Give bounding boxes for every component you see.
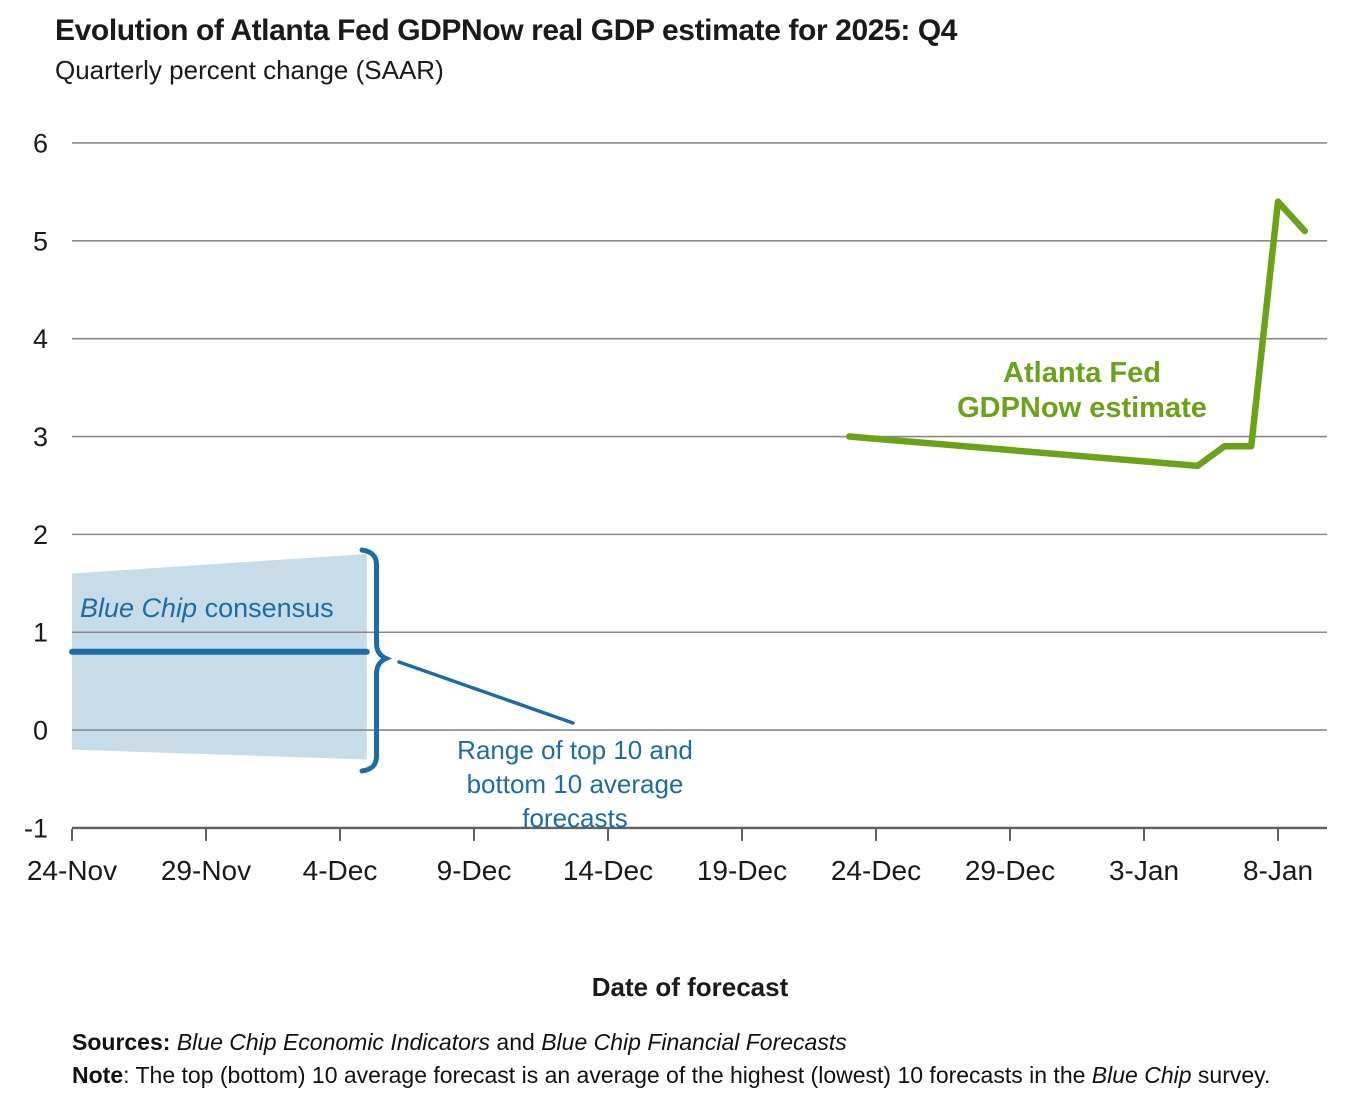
y-tick-label-1: 1 [33, 618, 48, 648]
note-italic: Blue Chip [1091, 1062, 1192, 1088]
y-tick-label-6: 6 [33, 128, 48, 158]
y-tick-label-4: 4 [33, 324, 48, 354]
note-line: Note: The top (bottom) 10 average foreca… [72, 1059, 1270, 1092]
x-tick-label-29-Nov: 29-Nov [161, 855, 251, 886]
source-1: Blue Chip Economic Indicators [170, 1029, 491, 1055]
sources-and: and [490, 1029, 542, 1055]
x-tick-label-3-Jan: 3-Jan [1109, 855, 1179, 886]
x-tick-label-8-Jan: 8-Jan [1243, 855, 1313, 886]
gdpnow-series-label-line2: GDPNow estimate [957, 392, 1207, 424]
x-tick-label-29-Dec: 29-Dec [965, 855, 1055, 886]
x-tick-label-14-Dec: 14-Dec [563, 855, 653, 886]
y-tick-label-3: 3 [33, 422, 48, 452]
sources-line: Sources: Blue Chip Economic Indicators a… [72, 1026, 1270, 1059]
x-tick-label-9-Dec: 9-Dec [437, 855, 512, 886]
source-2: Blue Chip Financial Forecasts [541, 1029, 847, 1055]
sources-label: Sources: [72, 1029, 171, 1055]
note-label: Note [72, 1062, 124, 1088]
range-band-label-line3: forecasts [522, 803, 628, 833]
y-tick-label-0: 0 [33, 716, 48, 746]
range-callout-line [397, 660, 575, 725]
y-tick-label-2: 2 [33, 520, 48, 550]
range-band-label-line1: Range of top 10 and [457, 735, 693, 765]
note-end: survey. [1191, 1062, 1271, 1088]
x-tick-label-24-Nov: 24-Nov [27, 855, 117, 886]
x-axis-title: Date of forecast [591, 972, 789, 1002]
range-band-label-line2: bottom 10 average [466, 769, 684, 799]
range-band-label: Range of top 10 and bottom 10 average fo… [440, 733, 710, 835]
footer-notes: Sources: Blue Chip Economic Indicators a… [72, 1026, 1270, 1092]
range-bracket [359, 547, 392, 774]
gdpnow-series-label: Atlanta Fed GDPNow estimate [932, 356, 1232, 426]
chart-title: Evolution of Atlanta Fed GDPNow real GDP… [55, 14, 958, 47]
bluechip-consensus-label-italic: Blue Chip [80, 593, 198, 623]
bluechip-consensus-label-rest: consensus [197, 593, 334, 623]
y-tick-label-5: 5 [33, 226, 48, 256]
y-tick-label--1: -1 [24, 813, 48, 843]
bluechip-range-band [72, 553, 367, 760]
gdpnow-estimate-line [845, 198, 1309, 470]
x-tick-label-24-Dec: 24-Dec [831, 855, 921, 886]
chart-subtitle: Quarterly percent change (SAAR) [55, 55, 444, 85]
x-tick-label-19-Dec: 19-Dec [697, 855, 787, 886]
gdpnow-series-label-line1: Atlanta Fed [1003, 357, 1161, 389]
bluechip-consensus-label: Blue Chip consensus [80, 593, 334, 624]
x-tick-label-4-Dec: 4-Dec [303, 855, 378, 886]
note-text: : The top (bottom) 10 average forecast i… [123, 1062, 1092, 1088]
